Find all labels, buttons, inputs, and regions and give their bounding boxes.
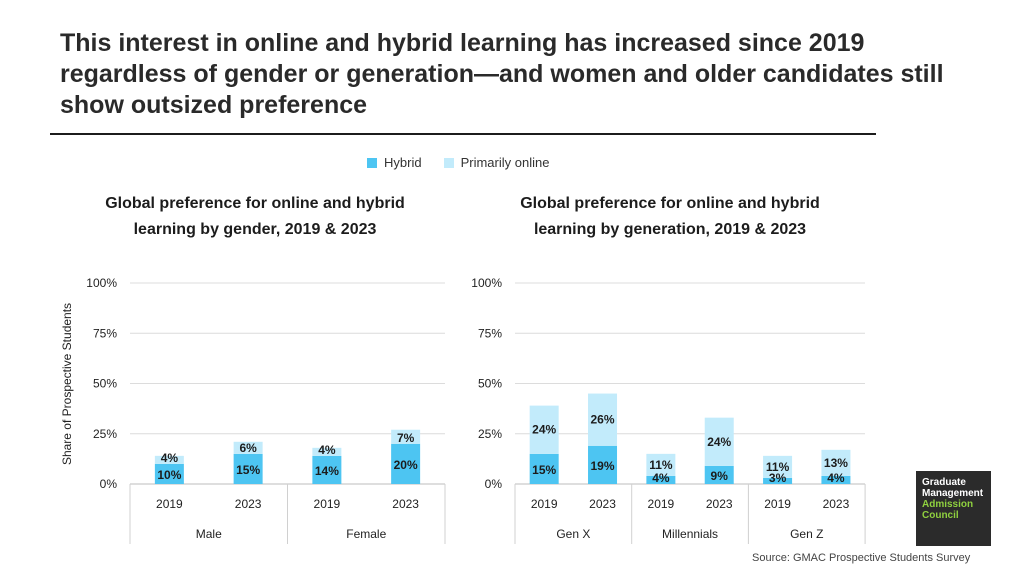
bar-hybrid-gender [233,453,263,484]
bar-online-generation [588,393,618,446]
bar-hybrid-generation [646,475,676,484]
group-label-gender: Male [196,527,222,541]
legend-item-hybrid: Hybrid [367,155,422,170]
bar-hybrid-gender [154,463,184,484]
y-tick-label-gender: 50% [93,377,117,391]
x-tick-label-gender: 2023 [392,497,419,511]
gmac-logo: Graduate Management Admission Council [916,471,991,546]
data-label-hybrid: 4% [827,471,845,485]
bar-hybrid-gender [312,455,342,484]
legend-label-hybrid: Hybrid [384,155,422,170]
data-label-hybrid: 3% [769,471,787,485]
data-label-online: 11% [649,458,673,472]
legend-label-online: Primarily online [460,155,550,170]
bar-hybrid-generation [704,465,734,484]
data-label-online: 24% [532,423,556,437]
x-tick-label-generation: 2019 [648,497,675,511]
y-tick-label-gender: 25% [93,427,117,441]
y-tick-label-gender: 75% [93,326,117,340]
data-label-hybrid: 10% [157,468,181,482]
y-tick-label-generation: 75% [478,326,502,340]
bar-hybrid-generation [821,475,851,484]
data-label-hybrid: 15% [236,463,260,477]
x-tick-label-gender: 2019 [314,497,341,511]
data-label-online: 7% [397,431,415,445]
bar-online-generation [763,455,793,478]
group-label-gender: Female [346,527,386,541]
x-tick-label-generation: 2023 [706,497,733,511]
data-label-online: 26% [591,413,615,427]
bar-online-generation [821,449,851,476]
x-tick-label-gender: 2019 [156,497,183,511]
chart-title-gender: Global preference for online and hybrid … [105,195,405,238]
group-label-generation: Millennials [662,527,718,541]
bar-online-generation [529,405,559,454]
data-label-online: 13% [824,456,848,470]
group-label-generation: Gen X [556,527,590,541]
x-tick-label-generation: 2023 [589,497,616,511]
y-tick-label-generation: 50% [478,377,502,391]
y-tick-label-gender: 100% [86,276,117,290]
logo-text-line4: Council [922,510,959,521]
bar-hybrid-generation [763,477,793,484]
y-tick-label-generation: 0% [485,477,503,491]
data-label-online: 6% [239,441,257,455]
logo-text-line1: Graduate [922,477,966,488]
slide-title: This interest in online and hybrid learn… [60,29,944,119]
logo-text-line3: Admission [922,499,974,510]
bar-online-generation [704,417,734,466]
legend: Hybrid Primarily online [367,155,571,170]
data-label-hybrid: 14% [315,464,339,478]
legend-swatch-online [443,157,454,168]
bar-hybrid-gender [391,443,421,484]
x-tick-label-generation: 2019 [764,497,791,511]
y-tick-label-gender: 0% [100,477,118,491]
x-tick-label-generation: 2023 [823,497,850,511]
bar-hybrid-generation [588,445,618,484]
title-divider [50,133,876,135]
data-label-online: 11% [766,460,790,474]
data-label-hybrid: 15% [532,463,556,477]
bar-online-gender [312,447,342,456]
data-label-hybrid: 4% [652,471,670,485]
data-label-online: 4% [318,443,336,457]
legend-item-online: Primarily online [443,155,550,170]
data-label-hybrid: 19% [591,459,615,473]
y-tick-label-generation: 25% [478,427,502,441]
y-axis-title: Share of Prospective Students [60,303,74,465]
x-tick-label-gender: 2023 [235,497,262,511]
group-label-generation: Gen Z [790,527,823,541]
x-tick-label-generation: 2019 [531,497,558,511]
source-note: Source: GMAC Prospective Students Survey [752,552,971,564]
bar-online-generation [646,453,676,476]
logo-text-line2: Management [922,488,984,499]
bar-online-gender [154,455,184,464]
bar-online-gender [391,429,421,444]
legend-swatch-hybrid [367,157,377,168]
y-tick-label-generation: 100% [471,276,502,290]
data-label-online: 24% [707,435,731,449]
bar-hybrid-generation [529,453,559,484]
data-label-hybrid: 20% [394,458,418,472]
data-label-hybrid: 9% [711,469,729,483]
chart-title-generation: Global preference for online and hybrid … [520,195,820,238]
bar-online-gender [233,441,263,454]
data-label-online: 4% [161,451,179,465]
